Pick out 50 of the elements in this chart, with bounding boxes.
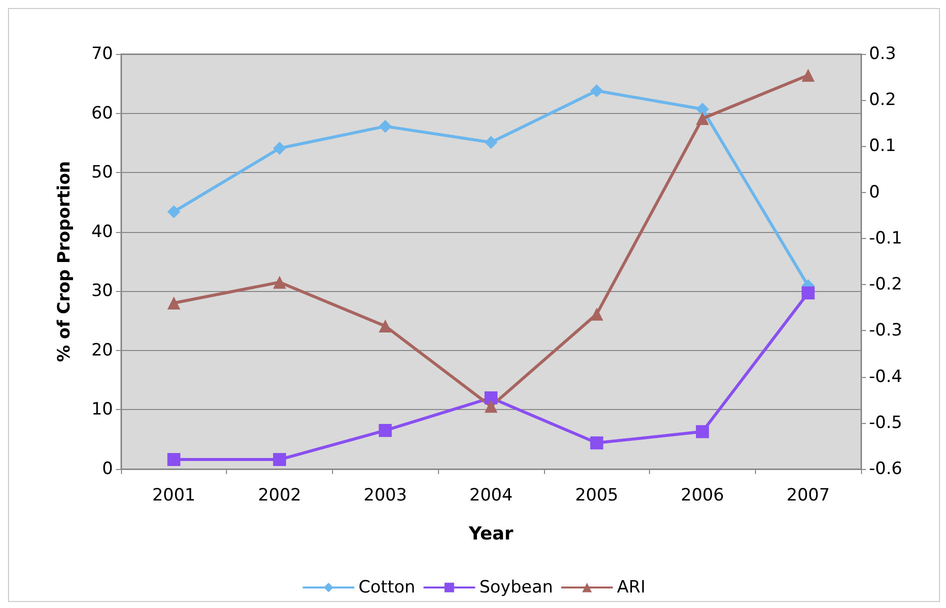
- y-tick-label: 30: [91, 281, 113, 302]
- y-axis-title: % of Crop Proportion: [54, 160, 74, 362]
- point: [484, 136, 498, 149]
- x-tick-label: 2006: [680, 486, 724, 506]
- y2-tick-label: -0.2: [869, 274, 902, 295]
- x-tick-label: 2001: [152, 486, 196, 506]
- y2-tick-label: -0.3: [869, 320, 902, 341]
- y2-tick-label: 0.1: [869, 136, 896, 156]
- point: [484, 391, 498, 404]
- point: [590, 308, 604, 321]
- point: [696, 112, 709, 126]
- point: [378, 424, 392, 437]
- y-tick-label: 20: [91, 340, 113, 360]
- y2-tick-label: -0.6: [869, 459, 902, 479]
- y-tick-label: 0: [102, 459, 113, 479]
- point: [802, 286, 815, 300]
- point: [590, 436, 604, 450]
- point: [378, 320, 392, 333]
- point: [484, 400, 498, 413]
- x-tick-label: 2004: [469, 486, 513, 506]
- point: [273, 276, 286, 289]
- y2-tick-label: 0.3: [869, 44, 896, 64]
- y-tick-label: 50: [91, 162, 113, 183]
- legend-label: Cotton: [358, 578, 416, 598]
- point: [696, 102, 709, 116]
- legend-label: Soybean: [479, 578, 554, 598]
- point: [167, 296, 180, 310]
- x-tick-label: 2002: [258, 486, 302, 506]
- point: [167, 205, 180, 218]
- y2-tick-label: -0.4: [869, 366, 902, 387]
- x-axis-title: Year: [468, 524, 514, 544]
- y-tick-label: 60: [91, 103, 113, 124]
- point: [378, 120, 392, 133]
- y-tick-label: 10: [91, 400, 113, 420]
- y2-tick-label: -0.5: [869, 412, 902, 433]
- y2-tick-label: -0.1: [869, 228, 902, 248]
- point: [273, 453, 286, 466]
- x-tick-label: 2007: [786, 486, 830, 506]
- y-tick-label: 40: [91, 222, 113, 242]
- legend-label: ARI: [617, 578, 646, 598]
- point: [590, 84, 604, 98]
- point: [802, 68, 815, 82]
- x-tick-label: 2005: [575, 486, 618, 506]
- y2-tick-label: 0.2: [869, 90, 896, 110]
- point: [273, 142, 286, 155]
- point: [696, 425, 709, 438]
- y2-tick-label: 0: [869, 182, 880, 202]
- y-tick-label: 70: [91, 44, 113, 64]
- x-tick-label: 2003: [364, 486, 407, 506]
- point: [167, 453, 180, 466]
